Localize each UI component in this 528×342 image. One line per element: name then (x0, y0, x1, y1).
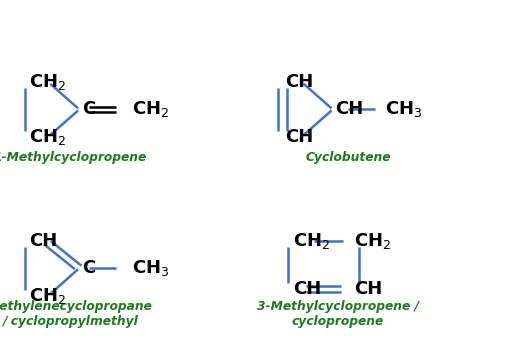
Text: CH: CH (354, 280, 382, 298)
Text: CH: CH (285, 73, 314, 91)
Text: CH$_2$: CH$_2$ (29, 72, 66, 92)
Text: CH$_2$: CH$_2$ (132, 100, 169, 119)
Text: CH$_2$: CH$_2$ (29, 127, 66, 147)
Text: CH$_2$: CH$_2$ (354, 231, 391, 251)
Text: CH$_2$: CH$_2$ (29, 286, 66, 306)
Text: CH: CH (29, 232, 58, 250)
Text: CH$_3$: CH$_3$ (132, 259, 169, 278)
Text: C: C (82, 260, 95, 277)
Text: CH: CH (285, 128, 314, 146)
Text: CH: CH (335, 101, 364, 118)
Text: Methylenecyclopropane
/ cyclopropylmethyl: Methylenecyclopropane / cyclopropylmethy… (0, 300, 152, 328)
Text: 1-Methylcyclopropene: 1-Methylcyclopropene (0, 151, 146, 164)
Text: CH: CH (293, 280, 322, 298)
Text: 3-Methylcyclopropene /
cyclopropene: 3-Methylcyclopropene / cyclopropene (257, 300, 419, 328)
Text: C: C (82, 101, 95, 118)
Text: CH$_3$: CH$_3$ (385, 100, 423, 119)
Text: CH$_2$: CH$_2$ (293, 231, 330, 251)
Text: Cyclobutene: Cyclobutene (306, 151, 391, 164)
